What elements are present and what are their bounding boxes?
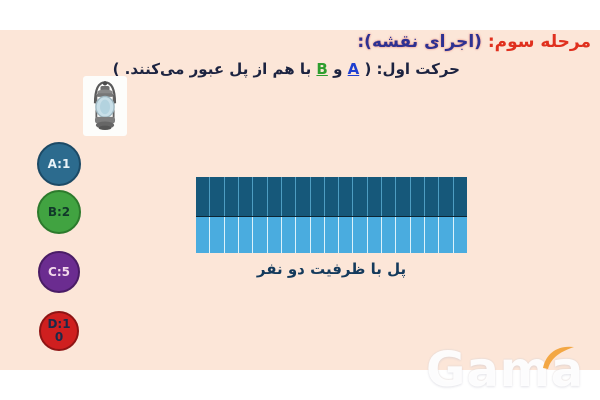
title-step-label: مرحله سوم:: [487, 32, 591, 52]
move-description-suffix: با هم از پل عبور می‌کنند. ): [112, 60, 317, 78]
person-b-label: B: [316, 60, 328, 78]
bridge-plank: [309, 177, 324, 216]
bridge-plank: [252, 217, 266, 253]
bridge-graphic: [196, 177, 467, 253]
bridge-plank: [352, 217, 366, 253]
bridge-plank: [338, 177, 352, 216]
bridge-plank: [209, 177, 223, 216]
bridge-plank: [424, 177, 438, 216]
bridge-plank: [209, 217, 223, 253]
move-description-prefix: حرکت اول: (: [359, 60, 460, 78]
bridge-plank: [223, 177, 238, 216]
bridge-plank: [438, 177, 452, 216]
capacity-token-c: C:5: [38, 251, 80, 293]
bridge-plank: [252, 177, 266, 216]
bridge-plank: [266, 177, 281, 216]
bridge-plank: [452, 217, 467, 253]
bridge-plank: [323, 177, 338, 216]
move-description-separator: و: [327, 60, 348, 78]
bridge-plank: [196, 177, 209, 216]
bridge-plank: [237, 177, 252, 216]
lantern-icon: [93, 81, 117, 130]
bridge-plank: [381, 177, 395, 216]
bridge-plank: [295, 177, 309, 216]
move-description: حرکت اول: ( A و B با هم از پل عبور می‌کن…: [113, 58, 460, 81]
bridge-plank: [381, 217, 395, 253]
bridge-plank: [223, 217, 238, 253]
bridge-plank: [266, 217, 281, 253]
lantern-image: [83, 76, 127, 136]
capacity-token-d: D:1 0: [39, 311, 79, 351]
bridge-plank: [237, 217, 252, 253]
bridge-deck-bottom: [196, 217, 467, 253]
bridge-plank: [438, 217, 452, 253]
bridge-plank: [280, 177, 295, 216]
bridge-plank: [424, 217, 438, 253]
bridge-plank: [352, 177, 366, 216]
bridge-plank: [409, 217, 424, 253]
title-step-detail: (اجرای نقشه):: [357, 32, 488, 52]
capacity-token-b: B:2: [37, 190, 81, 234]
bridge-plank: [366, 217, 381, 253]
capacity-tokens: A:1 B:2 C:5 D:1 0: [36, 142, 82, 351]
bridge-plank: [395, 217, 409, 253]
bridge-caption: پل با ظرفیت دو نفر: [256, 260, 407, 278]
bridge-plank: [280, 217, 295, 253]
bridge-deck-top: [196, 177, 467, 217]
bridge-plank: [409, 177, 424, 216]
bridge-plank: [309, 217, 324, 253]
person-a-label: A: [347, 60, 360, 78]
bridge-plank: [295, 217, 309, 253]
capacity-token-a: A:1: [37, 142, 81, 186]
bridge-plank: [323, 217, 338, 253]
bridge-plank: [395, 177, 409, 216]
bridge-plank: [338, 217, 352, 253]
bridge-plank: [196, 217, 209, 253]
page-title: مرحله سوم: (اجرای نقشه):: [357, 31, 591, 55]
bridge-plank: [366, 177, 381, 216]
bridge-plank: [452, 177, 467, 216]
